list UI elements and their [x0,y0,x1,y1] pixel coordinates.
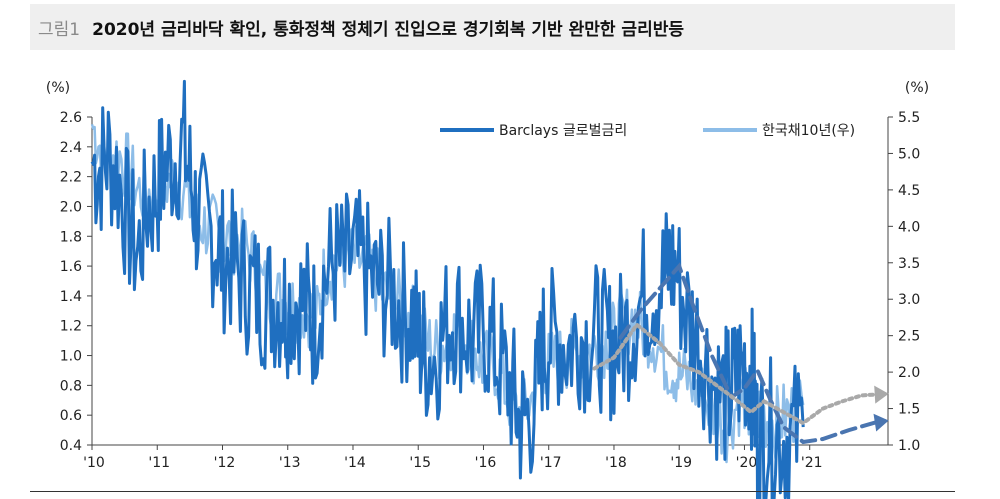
right-tick-label: 3.0 [898,292,920,308]
x-tick-label: '14 [344,455,366,471]
left-tick-label: 2.6 [60,110,82,126]
series-line-barclays [90,79,805,499]
right-tick-label: 1.5 [898,402,920,418]
right-tick-label: 2.0 [898,365,920,381]
left-tick-label: 1.0 [60,349,82,365]
legend-label-barclays: Barclays 글로벌금리 [499,123,627,139]
left-tick-label: 1.4 [60,289,82,305]
projection-arrow-barclays [873,413,889,432]
right-axis-unit: (%) [905,80,929,96]
right-tick-label: 5.5 [898,110,920,126]
left-tick-label: 0.4 [60,438,82,454]
chart-title: 2020년 금리바닥 확인, 통화정책 정체기 진입으로 경기회복 기반 완만한… [92,19,684,40]
x-tick-label: '18 [605,455,627,471]
x-tick-label: '20 [736,455,758,471]
x-tick-label: '10 [83,455,105,471]
x-tick-label: '12 [214,455,236,471]
x-tick-label: '21 [801,455,823,471]
projection-line-korea-10y [592,321,887,426]
left-axis-unit: (%) [46,80,70,96]
bottom-divider [30,491,955,492]
left-tick-label: 1.8 [60,229,82,245]
left-tick-label: 0.8 [60,378,82,394]
x-tick-label: '16 [475,455,497,471]
right-tick-label: 1.0 [898,438,920,454]
projection-arrow-korea-10y [874,385,889,404]
x-tick-label: '15 [409,455,431,471]
left-tick-label: 1.2 [60,319,82,335]
legend-label-korea-10y: 한국채10년(우) [762,123,855,139]
left-tick-label: 2.2 [60,170,82,186]
right-tick-label: 2.5 [898,329,920,345]
x-tick-label: '19 [670,455,692,471]
left-tick-label: 2.4 [60,140,82,156]
x-tick-label: '17 [540,455,562,471]
left-tick-label: 2.0 [60,199,82,215]
right-tick-label: 3.5 [898,256,920,272]
right-tick-label: 4.5 [898,183,920,199]
x-tick-label: '11 [148,455,170,471]
right-tick-label: 5.0 [898,146,920,162]
left-tick-label: 0.6 [60,408,82,424]
title-bar: 그림1 2020년 금리바닥 확인, 통화정책 정체기 진입으로 경기회복 기반… [30,4,955,50]
projection-line-barclays [618,262,887,445]
left-tick-label: 1.6 [60,259,82,275]
right-tick-label: 4.0 [898,219,920,235]
figure-label: 그림1 [38,19,81,40]
x-tick-label: '13 [279,455,301,471]
